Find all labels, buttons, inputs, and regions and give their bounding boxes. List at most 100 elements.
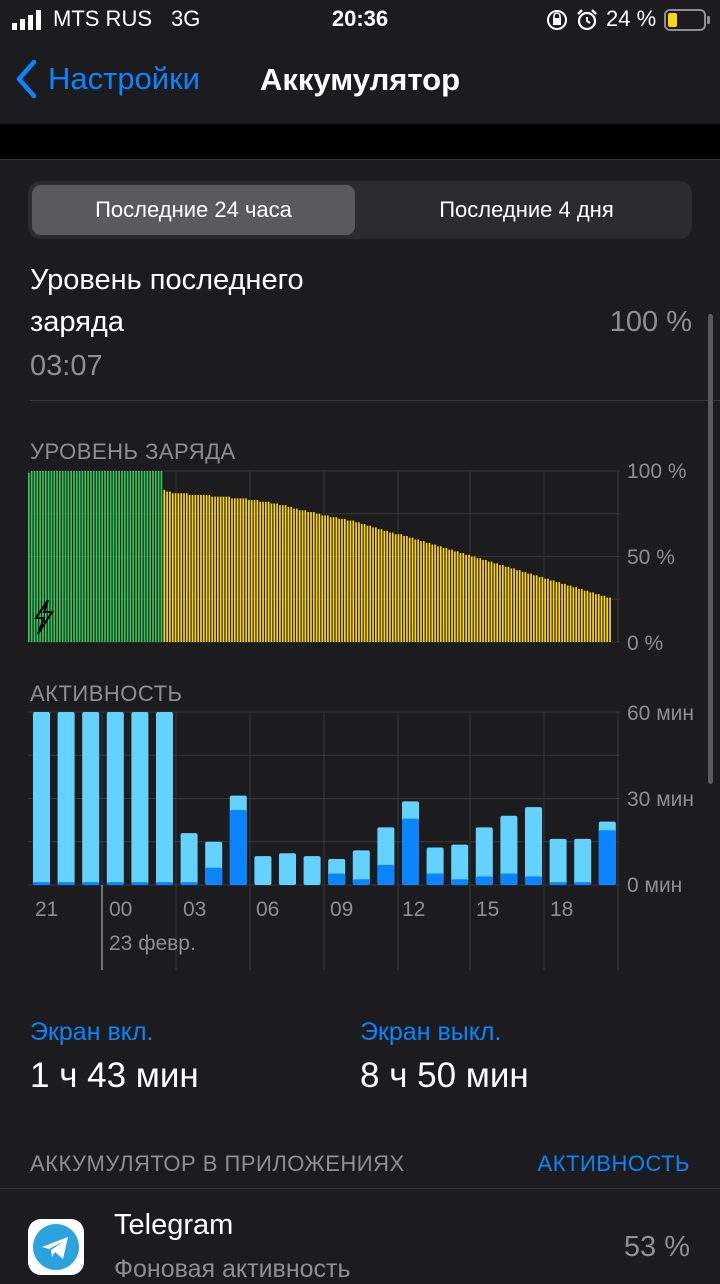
battery-bar bbox=[346, 520, 349, 642]
battery-bar bbox=[535, 575, 538, 642]
battery-bar bbox=[239, 498, 242, 642]
battery-bar bbox=[28, 472, 30, 642]
battery-bar bbox=[36, 471, 39, 642]
last-charge-value: 100 % bbox=[609, 306, 692, 338]
battery-bar bbox=[533, 575, 535, 642]
battery-bar bbox=[580, 588, 583, 642]
app-row[interactable]: Telegram Фоновая активность 53 % bbox=[0, 1189, 720, 1283]
activity-ytick: 60 мин bbox=[627, 702, 694, 725]
battery-bar bbox=[434, 544, 436, 642]
battery-bar bbox=[248, 500, 250, 642]
screen-on-bar bbox=[33, 712, 50, 885]
battery-bar bbox=[208, 494, 211, 642]
battery-bar bbox=[499, 565, 501, 642]
battery-bar bbox=[327, 515, 329, 642]
screen-on-value: 1 ч 43 мин bbox=[30, 1056, 199, 1095]
battery-bar bbox=[67, 471, 70, 642]
battery-bar bbox=[160, 471, 163, 642]
battery-bar bbox=[552, 580, 555, 642]
battery-bar bbox=[200, 494, 202, 642]
screen-on-bar bbox=[57, 712, 75, 885]
app-detail: Фоновая активность bbox=[114, 1255, 351, 1283]
battery-bar bbox=[47, 471, 50, 642]
screen-on-bar bbox=[352, 850, 370, 885]
battery-bar bbox=[222, 496, 225, 642]
battery-bar bbox=[454, 551, 456, 642]
screen-on-bar bbox=[82, 712, 100, 885]
signal-icon bbox=[12, 10, 41, 30]
battery-bar bbox=[183, 493, 185, 642]
tab-last-4-days[interactable]: Последние 4 дня bbox=[439, 197, 614, 222]
screen-off-bar bbox=[205, 867, 223, 885]
battery-bar bbox=[171, 493, 174, 642]
battery-bar bbox=[538, 577, 541, 642]
screen-off-label: Экран выкл. bbox=[360, 1018, 502, 1046]
screen-off-bar bbox=[180, 882, 198, 885]
charging-bolt-icon bbox=[34, 599, 54, 635]
battery-bar bbox=[487, 561, 490, 642]
scrollbar[interactable] bbox=[708, 314, 713, 784]
battery-bar bbox=[214, 496, 216, 642]
battery-bar bbox=[92, 471, 95, 642]
battery-bar bbox=[355, 522, 357, 642]
activity-chart bbox=[28, 711, 620, 970]
battery-bar bbox=[377, 529, 380, 642]
battery-bar bbox=[98, 471, 101, 642]
page-title: Аккумулятор bbox=[259, 62, 461, 97]
battery-bar bbox=[485, 559, 487, 642]
battery-bar bbox=[174, 493, 177, 642]
battery-bar bbox=[135, 471, 137, 642]
battery-bar bbox=[304, 510, 307, 642]
battery-bar bbox=[279, 505, 281, 642]
battery-bar bbox=[516, 570, 518, 642]
battery-bar bbox=[470, 556, 473, 642]
battery-bar bbox=[121, 471, 123, 642]
battery-bar bbox=[287, 506, 290, 642]
back-button[interactable]: Настройки bbox=[14, 58, 200, 100]
activity-xtick: 09 bbox=[330, 898, 354, 921]
battery-bar bbox=[53, 471, 56, 642]
battery-bar bbox=[154, 471, 157, 642]
battery-bar bbox=[343, 518, 346, 642]
battery-bar bbox=[276, 503, 278, 642]
battery-bar bbox=[547, 578, 549, 642]
battery-bar bbox=[349, 520, 352, 642]
alarm-icon bbox=[577, 9, 597, 31]
activity-chart-title: АКТИВНОСТЬ bbox=[30, 681, 183, 706]
battery-icon bbox=[664, 9, 710, 31]
battery-bar bbox=[138, 471, 140, 642]
battery-bar bbox=[437, 546, 439, 642]
screen-on-bar bbox=[156, 712, 173, 885]
screen-on-bar bbox=[303, 856, 321, 885]
battery-bar bbox=[245, 498, 247, 642]
battery-bar bbox=[61, 471, 64, 642]
battery-bar bbox=[394, 534, 397, 642]
battery-bar bbox=[564, 583, 566, 642]
battery-bar bbox=[298, 510, 301, 642]
screen-off-bar bbox=[57, 882, 75, 885]
battery-bar bbox=[81, 471, 84, 642]
battery-bar bbox=[87, 471, 89, 642]
battery-bar bbox=[149, 471, 152, 642]
battery-ytick: 50 % bbox=[627, 546, 675, 569]
last-charge-label-line1: Уровень последнего bbox=[30, 264, 304, 296]
chevron-left-icon bbox=[16, 59, 37, 99]
screen-off-bar bbox=[525, 876, 542, 885]
show-activity-button[interactable]: АКТИВНОСТЬ bbox=[537, 1151, 690, 1176]
battery-bar bbox=[569, 585, 572, 642]
battery-bar bbox=[123, 471, 126, 642]
battery-bar bbox=[197, 494, 199, 642]
battery-bar bbox=[143, 471, 146, 642]
battery-bar bbox=[530, 573, 532, 642]
battery-bar bbox=[549, 580, 552, 642]
tab-last-24-hours[interactable]: Последние 24 часа bbox=[32, 185, 355, 235]
battery-bar bbox=[425, 542, 428, 642]
battery-bar bbox=[106, 471, 109, 642]
screen-off-bar bbox=[377, 864, 395, 885]
battery-bar bbox=[490, 561, 493, 642]
battery-bar bbox=[217, 496, 219, 642]
battery-bar bbox=[501, 565, 504, 642]
battery-bar bbox=[380, 529, 383, 642]
battery-bar bbox=[42, 471, 44, 642]
screen-off-bar bbox=[33, 882, 50, 885]
